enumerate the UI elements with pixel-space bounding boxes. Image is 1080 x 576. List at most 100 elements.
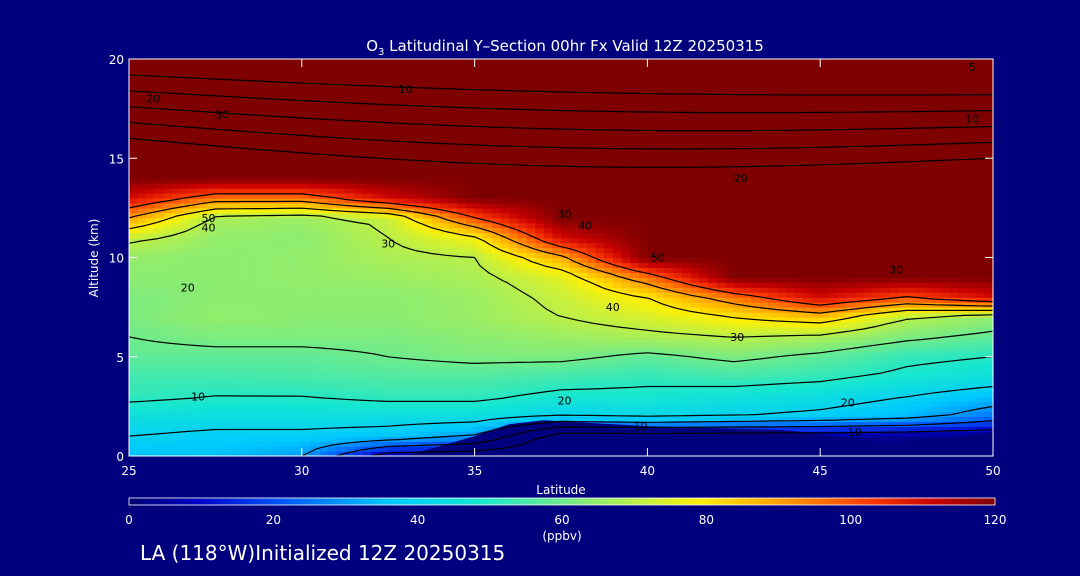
heat-cell [483,331,493,338]
heat-cell [733,406,744,412]
heat-cell [846,227,856,234]
heat-cell [215,232,225,239]
heat-cell [785,406,795,412]
heat-cell [448,431,458,437]
heat-cell [509,356,519,363]
heat-cell [301,431,312,437]
heat-cell [301,297,312,303]
heat-cell [353,217,363,224]
heat-cell [759,366,769,373]
heat-cell [388,416,398,422]
heat-cell [777,391,787,398]
heat-cell [379,341,389,348]
heat-cell [751,401,761,407]
heat-cell [569,262,579,269]
heat-cell [129,307,139,313]
heat-cell [595,411,605,417]
heat-cell [967,297,977,303]
heat-cell [984,252,993,259]
heat-cell [336,421,346,427]
heat-cell [310,356,320,363]
heat-cell [872,212,882,219]
heat-cell [802,287,813,293]
heat-cell [215,227,225,234]
heat-cell [932,386,942,393]
heat-cell [811,242,821,249]
heat-cell [638,297,648,303]
heat-cell [154,257,165,264]
heat-cell [604,336,614,343]
heat-cell [353,272,363,278]
heat-cell [802,406,813,412]
heat-cell [699,421,709,427]
heat-cell [172,267,182,273]
heat-cell [785,242,795,249]
heat-cell [681,247,692,254]
heat-cell [336,227,346,234]
heat-cell [267,232,277,239]
heat-cell [526,356,536,363]
heat-cell [319,351,329,358]
heat-cell [388,227,398,234]
heat-cell [872,232,882,239]
heat-cell [275,446,286,452]
heat-cell [699,406,709,412]
heat-cell [215,272,225,278]
heat-cell [163,326,173,333]
heat-cell [932,207,942,214]
heat-cell [267,401,277,407]
heat-cell [889,411,899,417]
heat-cell [543,262,553,269]
heat-cell [301,351,312,358]
heat-cell [249,322,260,328]
heat-cell [275,421,286,427]
heat-cell [189,292,199,298]
heat-cell [586,217,597,224]
heat-cell [854,391,864,398]
heat-cell [794,356,804,363]
heat-cell [604,267,614,273]
heat-cell [958,411,968,417]
heat-cell [751,282,761,288]
heat-cell [500,376,510,383]
heat-cell [656,267,666,273]
heat-cell [163,401,173,407]
heat-cell [949,431,960,437]
heat-cell [146,232,156,239]
heat-cell [526,386,536,393]
heat-cell [180,326,191,333]
heat-cell [353,351,363,358]
heat-cell [889,247,899,254]
heat-cell [621,401,631,407]
heat-cell [388,307,398,313]
heat-cell [595,237,605,244]
heat-cell [163,272,173,278]
heat-cell [370,376,381,383]
heat-cell [465,292,476,298]
heat-cell [224,376,234,383]
heat-cell [872,326,882,333]
heat-cell [828,361,839,368]
heat-cell [137,247,147,254]
heat-cell [656,371,666,378]
heat-cell [647,411,657,417]
heat-cell [353,416,363,422]
heat-cell [422,312,432,318]
heat-cell [707,212,718,219]
heat-cell [673,416,683,422]
heat-cell [284,217,294,224]
heat-cell [370,436,381,442]
heat-cell [509,322,519,328]
heat-cell [448,436,458,442]
heat-cell [362,386,372,393]
heat-cell [362,421,372,427]
heat-cell [284,381,294,388]
heat-cell [180,386,191,393]
heat-cell [198,237,208,244]
heat-cell [906,341,916,348]
heat-cell [483,312,493,318]
heat-cell [621,302,631,308]
heat-cell [535,416,545,422]
heat-cell [275,237,286,244]
heat-cell [526,262,536,269]
